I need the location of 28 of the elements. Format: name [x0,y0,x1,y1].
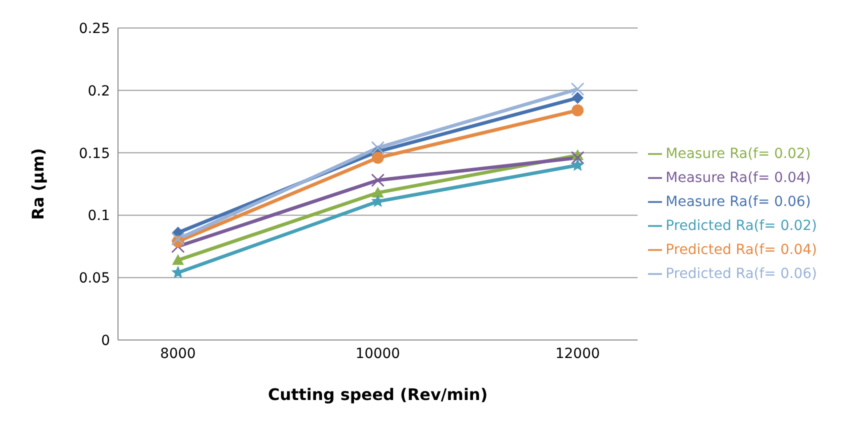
point [172,254,184,265]
point [372,186,384,198]
point [371,141,385,155]
legend-label: Measure Ra(f= 0.02) [666,146,811,162]
y-tick-label: 0.05 [78,270,110,287]
point [371,174,385,188]
y-tick-label: 0.15 [78,146,110,162]
point [572,104,584,116]
legend-label: Predicted Ra(f= 0.04) [666,242,817,258]
x-axis-title: Cutting speed (Rev/min) [268,385,488,404]
legend-label: Predicted Ra(f= 0.06) [666,266,817,282]
x-tick-label: 12000 [555,346,600,362]
legend-label: Measure Ra(f= 0.06) [666,194,811,210]
x-tick-label: 8000 [160,346,196,362]
x-tick-label: 10000 [356,346,400,362]
point [570,82,584,96]
point [572,92,584,104]
y-tick-label: 0 [101,332,110,349]
point [570,151,584,165]
y-tick-label: 0.1 [88,208,110,224]
y-axis-title: Ra (µm) [28,148,48,220]
legend-label: Measure Ra(f= 0.04) [666,170,811,186]
point [570,158,584,171]
y-tick-label: 0.25 [78,20,110,37]
y-tick-label: 0.2 [88,83,110,100]
point [171,232,185,246]
legend-label: Predicted Ra(f= 0.02) [666,218,817,234]
point [372,152,384,164]
